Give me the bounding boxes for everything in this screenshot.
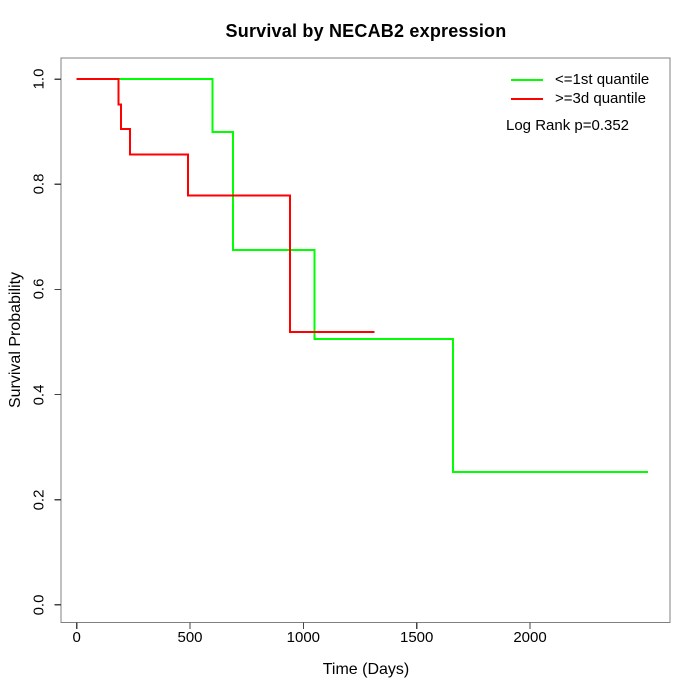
- y-tick-label: 0.2: [30, 489, 48, 511]
- legend-line-sample: [511, 97, 543, 100]
- km-curve: [76, 78, 375, 333]
- legend-item-label: <=1st quantile: [555, 71, 650, 88]
- legend-item: >=3d quantile: [511, 89, 649, 108]
- legend-item-label: >=3d quantile: [555, 90, 646, 107]
- log-rank-pvalue: Log Rank p=0.352: [506, 117, 630, 134]
- x-tick-label: 500: [177, 629, 203, 646]
- chart-title: Survival by NECAB2 expression: [225, 21, 507, 41]
- y-tick-label: 0.0: [30, 594, 48, 616]
- legend-item: <=1st quantile: [511, 70, 649, 89]
- plot-box-border: [60, 57, 671, 624]
- y-tick-label: 0.6: [30, 279, 48, 300]
- legend-line-sample: [511, 78, 543, 81]
- x-tick-label: 1500: [399, 629, 434, 646]
- km-curve: [76, 78, 648, 473]
- survival-curves: [76, 78, 648, 473]
- y-tick-label: 1.0: [30, 68, 48, 90]
- legend-rows: <=1st quantile >=3d quantile: [511, 70, 649, 108]
- legend: <=1st quantile >=3d quantile Log Rank p=0…: [506, 70, 649, 134]
- axis-ticks: [54, 78, 531, 629]
- y-axis-label: Survival Probability: [7, 271, 24, 409]
- y-tick-label: 0.4: [30, 384, 48, 405]
- y-tick-label: 0.8: [30, 173, 48, 195]
- x-tick-label: 0: [72, 629, 81, 646]
- x-tick-label: 1000: [286, 629, 321, 646]
- x-tick-label: 2000: [513, 629, 547, 646]
- plot-box: [60, 57, 671, 624]
- x-axis-label: Time (Days): [322, 661, 410, 678]
